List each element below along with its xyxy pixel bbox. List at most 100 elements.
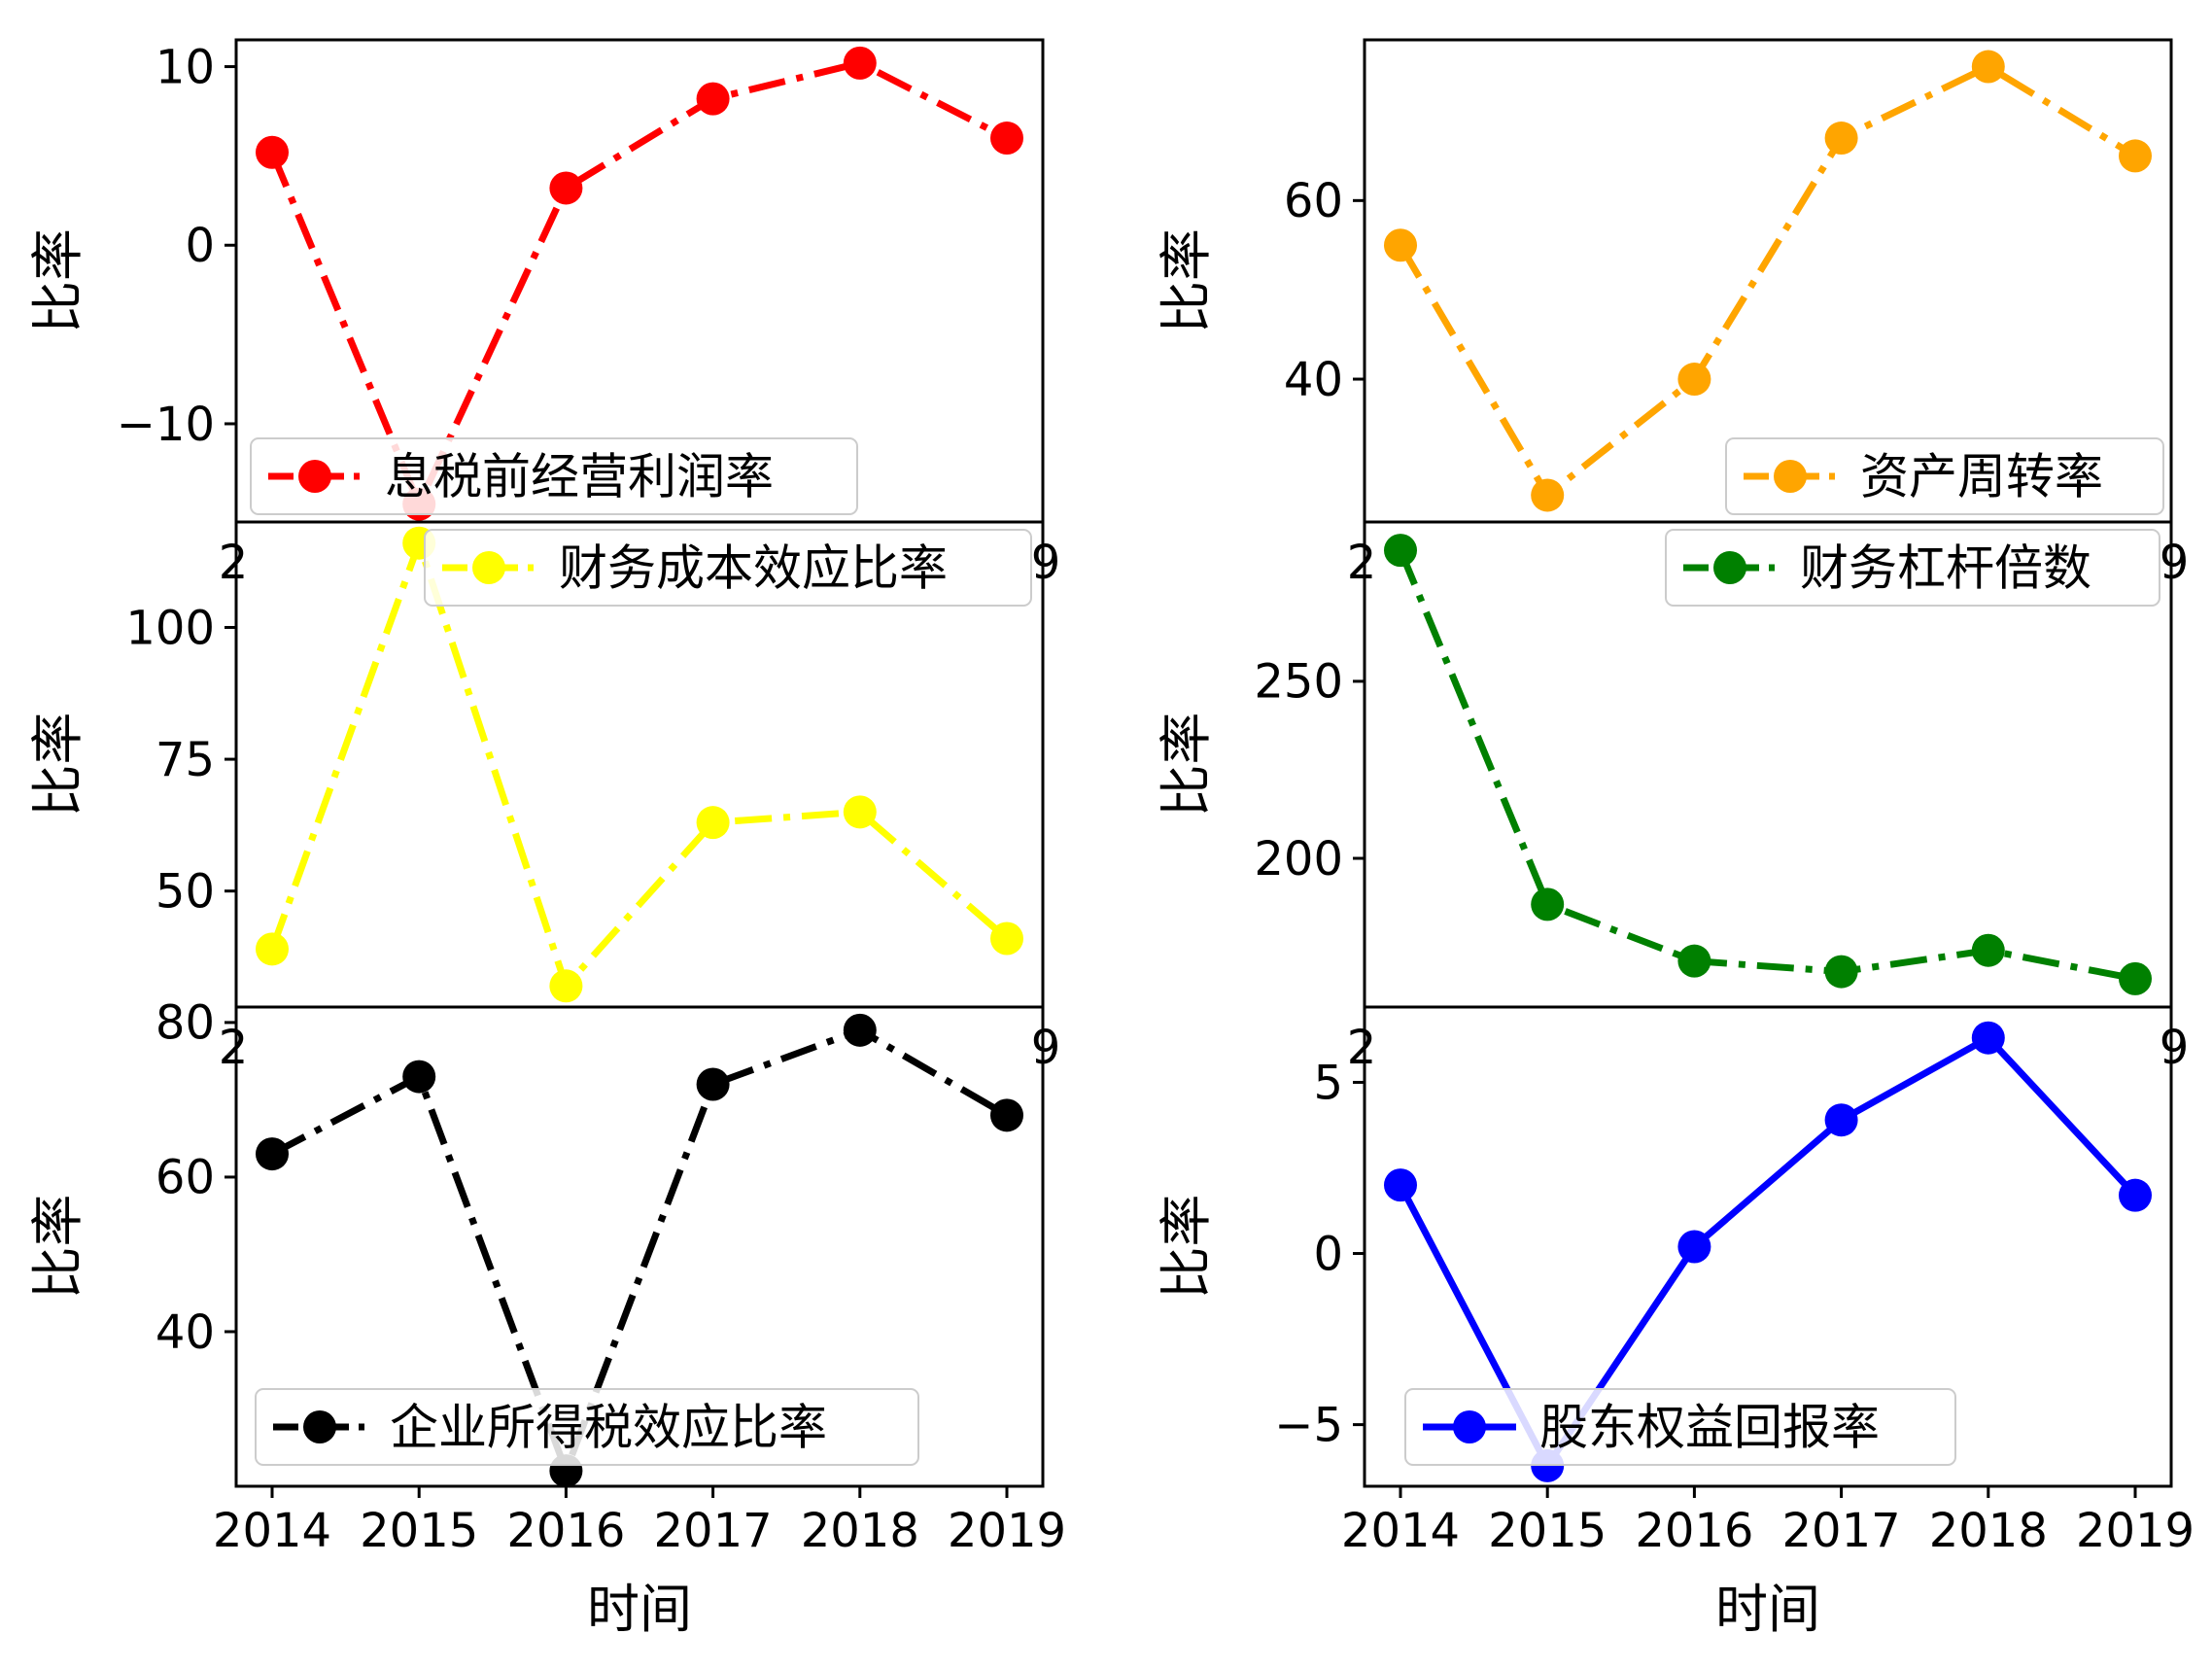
data-point-marker	[990, 1098, 1023, 1132]
data-point-marker	[1384, 1168, 1417, 1202]
x-tick-label: 2019	[2076, 1504, 2195, 1558]
legend-marker-icon	[303, 1410, 336, 1443]
legend: 息税前经营利润率	[250, 437, 858, 515]
x-tick-label: 2018	[801, 1504, 919, 1558]
data-point-marker	[2119, 1178, 2152, 1212]
clipped-xtick-fragment-left: 2	[1347, 1021, 1377, 1075]
x-tick-label: 2016	[506, 1504, 625, 1558]
data-point-marker	[1824, 122, 1858, 156]
legend: 财务成本效应比率	[424, 529, 1032, 607]
x-tick-label: 2016	[1635, 1504, 1753, 1558]
y-axis-label: 比率	[27, 1195, 88, 1300]
data-point-marker	[990, 921, 1023, 956]
x-tick-label: 2015	[360, 1504, 478, 1558]
data-point-marker	[2119, 961, 2152, 995]
chart-corporate-income-tax-effect-ratio: 80 60 40 比率 2014 2015 2016 2017 2018 2019 时间 企业所得税效…	[27, 996, 1066, 1640]
legend-marker-icon	[1713, 551, 1746, 584]
data-point-marker	[1531, 478, 1565, 512]
axes-frame	[234, 1005, 1045, 1488]
y-tick-label: 60	[1284, 174, 1343, 228]
y-tick-label: 200	[1254, 832, 1343, 887]
data-point-marker	[1971, 933, 2005, 967]
legend-marker-icon	[1453, 1410, 1486, 1443]
x-tick-label: 2017	[1782, 1504, 1901, 1558]
series-line	[270, 1026, 1009, 1481]
clipped-xtick-fragment-right: 9	[2160, 536, 2190, 590]
y-tick-label: 40	[1284, 353, 1343, 407]
data-point-marker	[1677, 1230, 1711, 1264]
data-point-marker	[843, 46, 877, 80]
legend-marker-icon	[298, 460, 331, 493]
x-tick-label: 2019	[948, 1504, 1066, 1558]
data-point-marker	[1824, 955, 1858, 989]
data-point-marker	[696, 806, 730, 840]
y-tick-label: 40	[156, 1305, 215, 1360]
legend-label: 股东权益回报率	[1539, 1400, 1880, 1456]
data-point-marker	[549, 969, 583, 1003]
legend-box	[1404, 1388, 1956, 1466]
chart-financial-leverage-multiple: 250 200 比率 财务杠杆倍数	[1156, 520, 2173, 1009]
x-tick-label: 2015	[1488, 1504, 1607, 1558]
clipped-xtick-fragment-right: 9	[1031, 1021, 1061, 1075]
x-tick-label: 2014	[213, 1504, 331, 1558]
clipped-xtick-fragment-right: 9	[1031, 536, 1061, 590]
data-point-marker	[1677, 363, 1711, 397]
y-tick-label: 75	[156, 733, 215, 787]
data-point-marker	[256, 932, 289, 966]
data-point-marker	[696, 1067, 730, 1101]
data-point-marker	[1971, 50, 2005, 84]
series-line	[268, 533, 1010, 993]
data-point-marker	[843, 1013, 877, 1047]
y-axis-label: 比率	[27, 713, 88, 817]
clipped-xtick-fragment-left: 2	[1347, 536, 1377, 590]
data-point-marker	[843, 795, 877, 829]
data-point-marker	[2119, 139, 2152, 173]
y-tick-label: 0	[1313, 1227, 1343, 1281]
y-tick-label: −5	[1274, 1398, 1343, 1452]
legend-marker-icon	[472, 551, 505, 584]
data-point-marker	[256, 135, 289, 169]
clipped-xtick-fragment-left: 2	[219, 536, 249, 590]
data-point-marker	[1384, 534, 1417, 568]
x-tick-label: 2014	[1341, 1504, 1460, 1558]
legend-label: 财务成本效应比率	[559, 540, 948, 597]
legend-label: 企业所得税效应比率	[390, 1400, 827, 1456]
y-tick-label: 60	[156, 1151, 215, 1205]
y-tick-label: 80	[156, 996, 215, 1051]
chart-financial-cost-effect-ratio: 100 75 50 比率 财务成本效应比率	[27, 520, 1045, 1009]
legend-box	[1665, 529, 2160, 607]
y-tick-label: 0	[185, 219, 215, 273]
x-tick-label: 2018	[1929, 1504, 2048, 1558]
y-axis-label: 比率	[1156, 713, 1217, 817]
axes-frame	[1363, 1005, 2173, 1488]
legend: 资产周转率	[1725, 437, 2164, 515]
data-point-marker	[1531, 887, 1565, 921]
data-point-marker	[1971, 1021, 2005, 1055]
data-point-marker	[1384, 228, 1417, 262]
y-axis-label: 比率	[1156, 228, 1217, 333]
legend-marker-icon	[1774, 460, 1807, 493]
clipped-tick-fragments: 2 9 2 9 2 9 2 9	[219, 536, 2190, 1075]
data-point-marker	[696, 82, 730, 116]
data-point-marker	[990, 122, 1023, 156]
series-line	[1397, 548, 2136, 983]
legend-label: 资产周转率	[1860, 449, 2103, 505]
legend-box	[1725, 437, 2164, 515]
data-point-marker	[402, 1060, 436, 1094]
y-tick-label: 50	[156, 864, 215, 919]
clipped-xtick-fragment-left: 2	[219, 1021, 249, 1075]
legend-box	[424, 529, 1032, 607]
legend-box	[255, 1388, 919, 1466]
data-point-marker	[256, 1137, 289, 1171]
y-tick-label: 100	[125, 601, 215, 655]
x-axis-label: 时间	[1715, 1579, 1820, 1640]
legend-box	[250, 437, 858, 515]
data-point-marker	[549, 171, 583, 205]
x-tick-label: 2017	[654, 1504, 773, 1558]
legend: 财务杠杆倍数	[1665, 529, 2160, 607]
legend-label: 息税前经营利润率	[385, 449, 774, 505]
